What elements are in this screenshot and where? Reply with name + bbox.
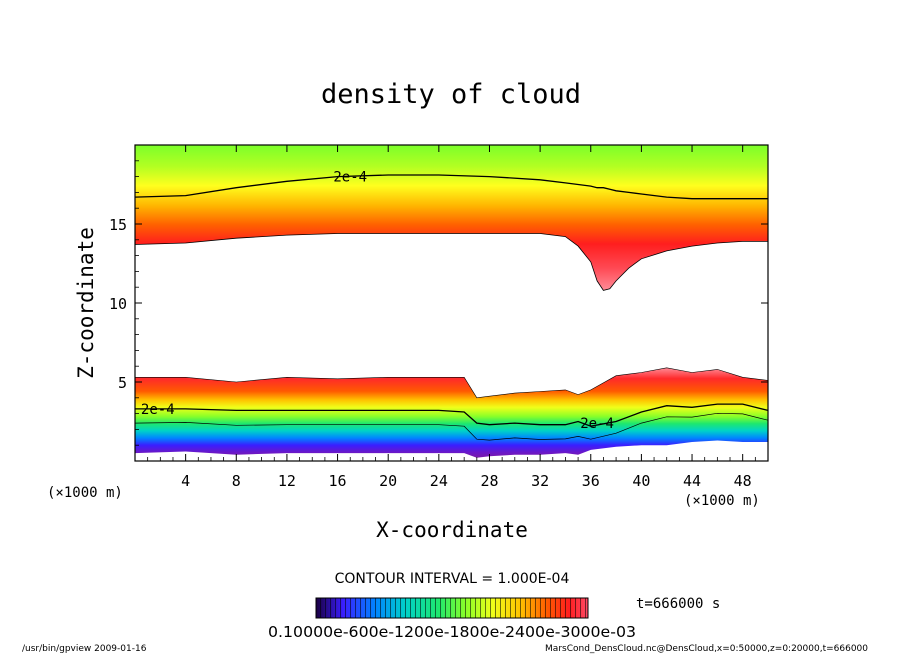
lower-layer-edge [135, 367, 768, 399]
x-tick-label: 12 [278, 472, 296, 490]
x-tick-label: 16 [329, 472, 347, 490]
lower-contour-line-secondary [135, 412, 768, 441]
footer-left: /usr/bin/gpview 2009-01-16 [22, 644, 147, 654]
x-tick-label: 32 [531, 472, 549, 490]
y-unit-label: (×1000 m) [684, 493, 760, 509]
y-axis-label: Z-coordinate [74, 227, 98, 379]
x-tick-label: 28 [480, 472, 498, 490]
colorbar-tick-labels: 0.10000e-600e-1200e-1800e-2400e-3000e-03 [268, 623, 636, 641]
x-unit-label: (×1000 m) [47, 485, 123, 501]
x-tick-label: 44 [683, 472, 701, 490]
upper-layer-edge [135, 233, 768, 291]
contour-label: 2e-4 [141, 402, 175, 418]
y-tick-label: 15 [109, 216, 127, 234]
contour-interval-text: CONTOUR INTERVAL = 1.000E-04 [335, 571, 570, 587]
x-tick-label: 36 [582, 472, 600, 490]
upper-contour-line [135, 174, 768, 200]
x-tick-label: 20 [379, 472, 397, 490]
x-tick-label: 40 [632, 472, 650, 490]
upper-cloud-layer [135, 145, 768, 291]
x-tick-label: 8 [232, 472, 241, 490]
contour-label: 2e-4 [580, 416, 614, 432]
chart-title: density of cloud [321, 79, 581, 110]
y-tick-label: 5 [118, 374, 127, 392]
plot-area [135, 145, 768, 458]
lower-cloud-layer [135, 367, 768, 458]
x-axis-label: X-coordinate [376, 518, 528, 542]
contour-label: 2e-4 [333, 170, 367, 186]
lower-contour-line [135, 403, 768, 427]
time-text: t=666000 s [636, 596, 720, 612]
color-bar [315, 597, 589, 619]
x-tick-label: 48 [734, 472, 752, 490]
y-tick-label: 10 [109, 295, 127, 313]
x-tick-label: 4 [181, 472, 190, 490]
footer-right: MarsCond_DensCloud.nc@DensCloud,x=0:5000… [545, 644, 868, 654]
x-tick-label: 24 [430, 472, 448, 490]
